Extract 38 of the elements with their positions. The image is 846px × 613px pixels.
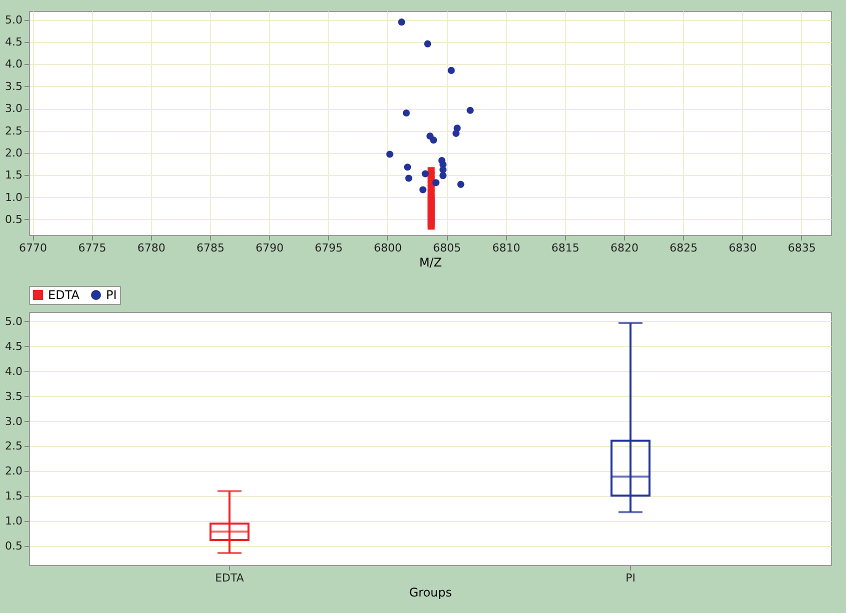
x-tick-label: 6815 [551,242,580,254]
x-tick-label: 6770 [19,242,48,254]
y-tick-label: 2.0 [5,146,22,160]
y-tick-label: 3.0 [5,414,22,428]
y-tick-label: 3.0 [5,102,22,116]
y-tick-label: 4.5 [5,36,22,49]
x-tick-label: 6800 [374,242,402,254]
y-tick-label: 1.5 [5,490,22,503]
y-tick-label: 2.5 [5,124,22,138]
y-tick-label: 4.5 [5,340,22,353]
y-tick-label: 1.5 [5,168,22,182]
x-tick-label: 6790 [256,242,284,254]
x-tick-label: 6775 [78,242,106,254]
x-tick-label: 6830 [728,242,757,254]
x-axis-title: Groups [409,586,452,600]
y-tick-label: 2.5 [5,440,22,453]
y-tick-label: 0.5 [5,540,22,553]
y-tick-label: 0.5 [5,212,22,226]
y-tick-label: 3.5 [5,80,22,93]
x-axis-title: M/Z [419,256,442,270]
y-tick-label: 1.0 [5,190,22,204]
x-tick-label: 6805 [433,242,462,254]
x-tick-label: 6780 [137,242,166,254]
x-tick-label: 6820 [610,242,638,254]
y-tick-label: 3.5 [5,390,22,403]
x-tick-label: 6835 [788,242,816,254]
legend-label: EDTA [48,288,80,302]
legend-label: PI [106,288,117,302]
x-tick-label: 6795 [314,242,343,254]
y-tick-label: 5.0 [5,314,22,328]
y-tick-label: 4.0 [5,364,22,378]
x-tick-label: 6785 [196,242,224,254]
x-tick-label: 6810 [492,242,520,254]
y-tick-label: 1.0 [5,514,22,528]
y-tick-label: 5.0 [5,13,22,26]
x-tick-label: 6825 [670,242,698,254]
y-tick-label: 2.0 [5,464,22,478]
y-tick-label: 4.0 [5,58,22,71]
